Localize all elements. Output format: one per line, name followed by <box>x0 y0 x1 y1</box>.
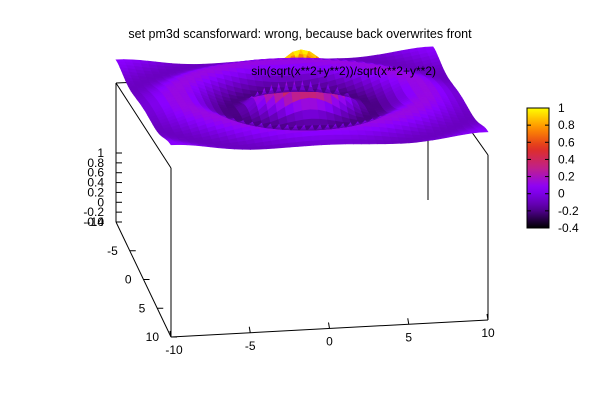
z-axis: 10.80.60.40.20-0.2-0.4 <box>83 146 122 229</box>
x-tick-label: 10 <box>481 326 495 340</box>
surface-patch <box>463 113 474 117</box>
z-tick-label: 0.2 <box>87 185 104 199</box>
cb-tick-label: 0.4 <box>558 152 575 166</box>
cb-tick-label: 0.6 <box>558 135 575 149</box>
key-title: sin(sqrt(x**2+y**2))/sqrt(x**2+y**2) <box>251 64 436 78</box>
x-tick-mark <box>248 326 251 333</box>
colorbox-axis: 1 0.8 0.6 0.4 0.2 0 -0.2 -0.4 <box>527 101 579 235</box>
cb-tick-label: 0 <box>558 187 565 201</box>
x-tick-mark <box>328 322 330 329</box>
x-tick-mark <box>169 330 172 338</box>
y-tick-label: 5 <box>139 301 146 315</box>
z-tick-label: 0.6 <box>87 166 104 180</box>
y-tick-label: -10 <box>87 215 105 229</box>
x-tick-mark <box>486 313 489 321</box>
y-tick-label: -5 <box>107 244 118 258</box>
z-tick-label: 0.4 <box>87 176 104 190</box>
y-tick-label: 10 <box>146 330 160 344</box>
x-tick-label: -5 <box>245 339 256 353</box>
pm3d-surface <box>115 46 489 150</box>
surface-patch <box>272 143 283 149</box>
chart-title: set pm3d scansforward: wrong, because ba… <box>128 27 472 41</box>
box-front-edges <box>115 155 489 338</box>
x-tick-label: -10 <box>165 343 183 357</box>
z-tick-label: 1 <box>97 146 104 160</box>
cb-tick-label: 0.8 <box>558 118 575 132</box>
y-axis: -10 -5 05 10 <box>87 215 177 344</box>
colorbox <box>526 107 550 229</box>
surface-patch <box>295 141 307 147</box>
z-tick-label: -0.4 <box>83 215 104 229</box>
cb-tick-label: -0.2 <box>558 204 579 218</box>
x-tick-mark <box>407 318 410 325</box>
surface-patch <box>301 109 312 121</box>
surface-patch <box>478 129 489 133</box>
x-tick-label: 5 <box>405 330 412 344</box>
z-tick-label: -0.2 <box>83 205 104 219</box>
cb-tick-label: 0.2 <box>558 170 575 184</box>
z-tick-label: 0 <box>97 195 104 209</box>
cb-tick-label: -0.4 <box>558 221 579 235</box>
z-tick-label: 0.8 <box>87 156 104 170</box>
cb-tick-label: 1 <box>558 101 565 115</box>
x-axis: -10 -5 0 5 10 <box>165 313 495 357</box>
y-tick-label: 0 <box>125 273 132 287</box>
x-tick-label: 0 <box>326 335 333 349</box>
